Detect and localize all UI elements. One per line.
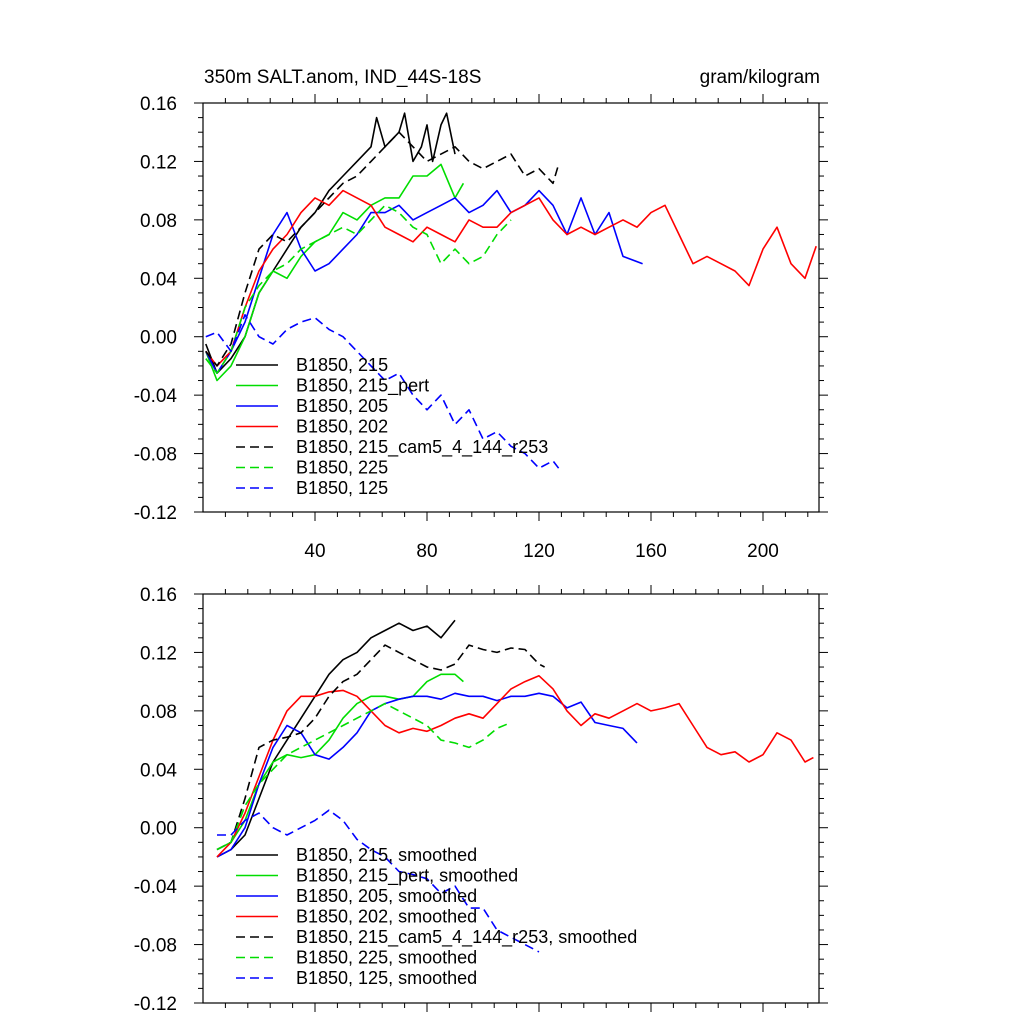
y-tick-label: -0.04 — [134, 386, 178, 407]
legend-label: B1850, 215_pert — [296, 376, 429, 397]
legend-label: B1850, 215_cam5_4_144_r253 — [296, 437, 548, 458]
y-tick-label: -0.12 — [134, 503, 177, 524]
legend-label: B1850, 215_cam5_4_144_r253, smoothed — [296, 927, 637, 948]
x-tick-label: 120 — [523, 541, 555, 562]
y-tick-label: 0.12 — [140, 152, 177, 173]
series-line-b1850-225-smoothed — [216, 702, 512, 851]
series-line-b1850-202-smoothed — [216, 675, 814, 858]
legend-label: B1850, 125, smoothed — [296, 968, 477, 988]
y-tick-label: 0.04 — [140, 760, 177, 781]
y-tick-label: -0.04 — [134, 877, 178, 898]
series-line-b1850-125-smoothed — [217, 809, 540, 953]
legend-label: B1850, 202, smoothed — [296, 907, 477, 927]
bottom-panel: 0.16 0.12 0.08 0.04 0.00 -0.04 -0.08 -0.12 B1850… — [134, 585, 828, 1015]
x-tick-label: 80 — [416, 541, 437, 562]
y-tick-label: -0.08 — [134, 936, 177, 957]
y-tick-label: 0.08 — [140, 211, 177, 232]
y-tick-label: 0.08 — [140, 702, 177, 723]
legend-label: B1850, 215_pert, smoothed — [296, 866, 518, 887]
y-tick-label: -0.12 — [134, 994, 177, 1015]
y-tick-label: 0.04 — [140, 269, 177, 290]
y-tick-label: 0.16 — [140, 585, 177, 606]
legend-label: B1850, 205, smoothed — [296, 886, 477, 906]
legend-label: B1850, 215, smoothed — [296, 845, 477, 865]
legend-label: B1850, 225, smoothed — [296, 948, 477, 968]
series-line-b1850-215-cam5-4-144-r253 — [205, 131, 560, 367]
x-tick-label: 160 — [635, 541, 667, 562]
y-tick-label: 0.00 — [140, 328, 177, 349]
chart-title: 350m SALT.anom, IND_44S-18S — [204, 67, 481, 88]
series-line-b1850-125 — [205, 314, 560, 469]
legend-label: B1850, 225 — [296, 458, 388, 478]
x-tick-label: 200 — [747, 541, 779, 562]
legend-label: B1850, 205 — [296, 396, 388, 416]
series-line-b1850-215-pert-smoothed — [216, 673, 464, 851]
legend-label: B1850, 202 — [296, 417, 388, 437]
top-panel: 350m SALT.anom, IND_44S-18S gram/kilogra… — [134, 67, 828, 562]
y-tick-label: 0.16 — [140, 94, 177, 115]
series-line-b1850-205 — [205, 189, 643, 374]
series-line-b1850-215-smoothed — [216, 619, 456, 858]
series-line-b1850-205-smoothed — [216, 692, 638, 858]
series-line-b1850-215-pert — [205, 163, 465, 382]
y-tick-label: 0.12 — [140, 643, 177, 664]
units-label: gram/kilogram — [700, 67, 820, 88]
legend-label: B1850, 215 — [296, 355, 388, 375]
y-tick-label: -0.08 — [134, 445, 177, 466]
x-tick-label: 40 — [304, 541, 325, 562]
series-line-b1850-215-cam5-4-144-r253-smoothed — [216, 644, 545, 851]
y-tick-label: 0.00 — [140, 819, 177, 840]
legend-label: B1850, 125 — [296, 478, 388, 498]
series-line-b1850-202 — [205, 189, 817, 367]
